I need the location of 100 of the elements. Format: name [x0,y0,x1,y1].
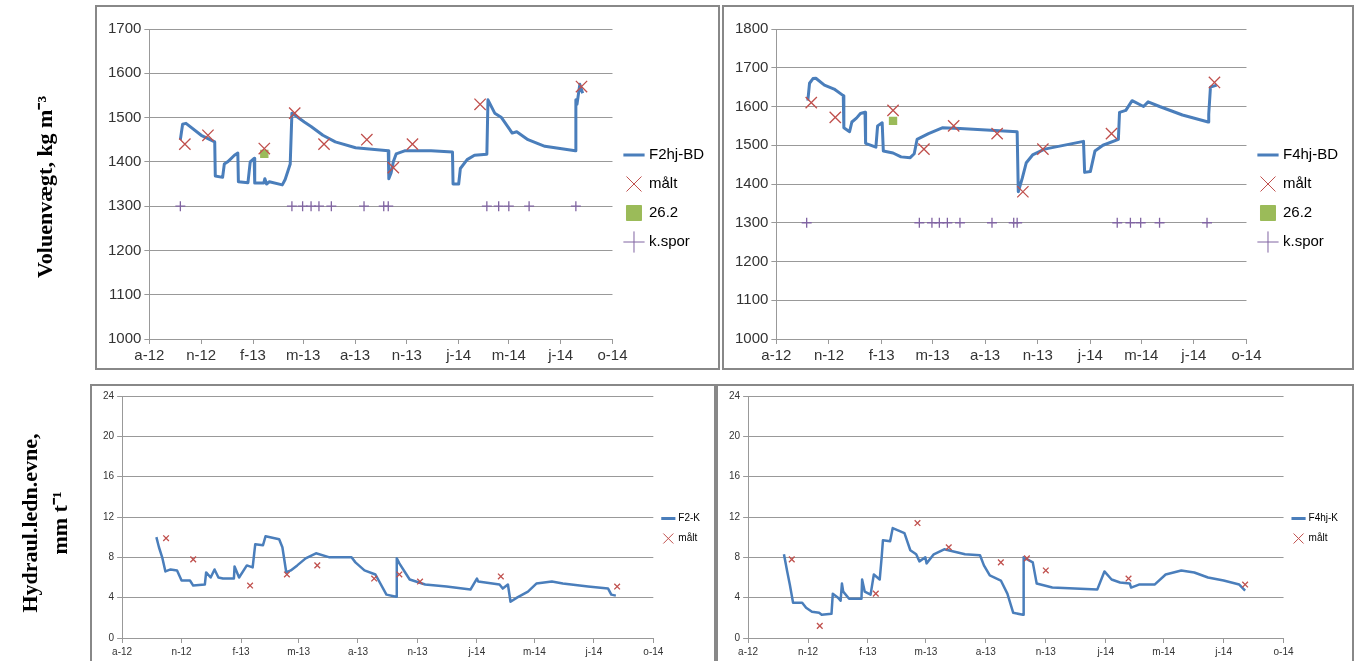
x-tick-label: a-13 [347,645,369,657]
x-tick-label: a-12 [761,346,792,364]
x-tick-label: m-14 [1152,645,1176,657]
x-tick-label: j-14 [467,645,486,657]
legend-label: målt [648,174,679,192]
point [1111,217,1123,229]
x-tick-label: m-13 [915,346,950,364]
point [481,200,493,212]
point [941,217,954,229]
y-tick-label: 0 [108,631,115,643]
point [189,555,197,563]
y-tick-label: 16 [103,470,115,482]
point [358,200,370,212]
y-tick-label: 1400 [734,174,769,192]
point [913,217,925,229]
x-tick-label: m-13 [286,346,321,364]
x-tick-label: j-14 [1214,645,1233,657]
point [788,555,796,563]
point [917,142,931,156]
point [1042,566,1050,574]
y-axis-title: Hydraul.ledn.evne, mm t⁻¹ [16,432,73,615]
point [575,80,588,93]
x-tick-label: a-12 [134,346,165,364]
point [317,137,331,151]
point [174,200,187,212]
point [1135,217,1147,229]
point [1241,581,1249,589]
legend-label: F2hj-BD [648,145,705,163]
x-tick-label: j-14 [1096,645,1115,657]
point [178,137,192,151]
x-tick-label: o-14 [1273,645,1294,657]
point [1023,554,1031,562]
y-tick-label: 1300 [107,196,142,214]
y-tick-label: 1100 [736,290,769,308]
x-tick-label: m-14 [523,645,547,657]
y-tick-label: 1500 [107,107,142,125]
point [914,519,921,527]
x-tick-label: n-13 [1035,645,1057,657]
point [162,534,170,542]
x-tick-label: o-14 [597,346,628,364]
x-tick-label: m-14 [1124,346,1159,364]
x-tick-label: o-14 [1231,346,1262,364]
point [954,217,966,229]
point [313,200,325,212]
point [1016,185,1030,199]
x-tick-label: a-12 [112,645,133,657]
point [1153,217,1166,229]
x-tick-label: a-13 [340,346,371,364]
x-tick-label: a-13 [975,645,997,657]
y-tick-label: 1700 [734,57,769,75]
point [1036,142,1050,156]
x-tick-label: j-14 [1180,346,1207,364]
point [1201,217,1213,229]
point [493,200,505,212]
y-tick-label: 1100 [109,284,142,302]
point [325,200,337,212]
point [288,106,302,120]
point [1124,217,1137,229]
x-tick-label: n-13 [1022,346,1053,364]
y-tick-label: 1000 [107,329,142,347]
point [283,571,291,578]
point [473,97,487,111]
y-tick-label: 1200 [107,240,142,258]
x-tick-label: a-12 [738,645,759,657]
x-tick-label: n-12 [798,645,819,657]
y-tick-label: 0 [734,631,741,643]
point [286,200,298,212]
legend-label: F4hj-BD [1282,145,1339,163]
y-tick-label: 12 [729,510,741,522]
legend-label: 26.2 [1282,203,1313,221]
legend-label: F2-K [678,512,701,524]
point [947,119,960,133]
point [997,558,1005,566]
point [370,575,378,582]
y-tick-label: 1800 [734,19,769,37]
y-tick-label: 1400 [107,152,142,169]
point [986,217,998,229]
y-tick-label: 1600 [107,63,142,81]
x-tick-label: j-14 [547,346,574,364]
point [804,96,818,109]
point [406,137,419,151]
point [816,622,824,630]
point [416,578,424,586]
x-tick-label: f-13 [232,645,251,657]
point [801,217,813,229]
point [872,590,880,598]
point [503,200,515,212]
point [305,200,317,212]
x-tick-label: f-13 [859,645,878,657]
x-tick-label: m-13 [914,645,938,657]
y-tick-label: 1300 [734,212,769,230]
point [360,133,374,147]
point [497,573,505,580]
point [395,571,403,578]
point [1208,76,1221,89]
y-tick-label: 24 [729,389,741,401]
y-tick-label: 8 [734,551,741,563]
y-tick-label: 12 [103,510,115,522]
x-tick-label: m-13 [287,645,311,657]
y-tick-label: 1600 [734,96,769,114]
